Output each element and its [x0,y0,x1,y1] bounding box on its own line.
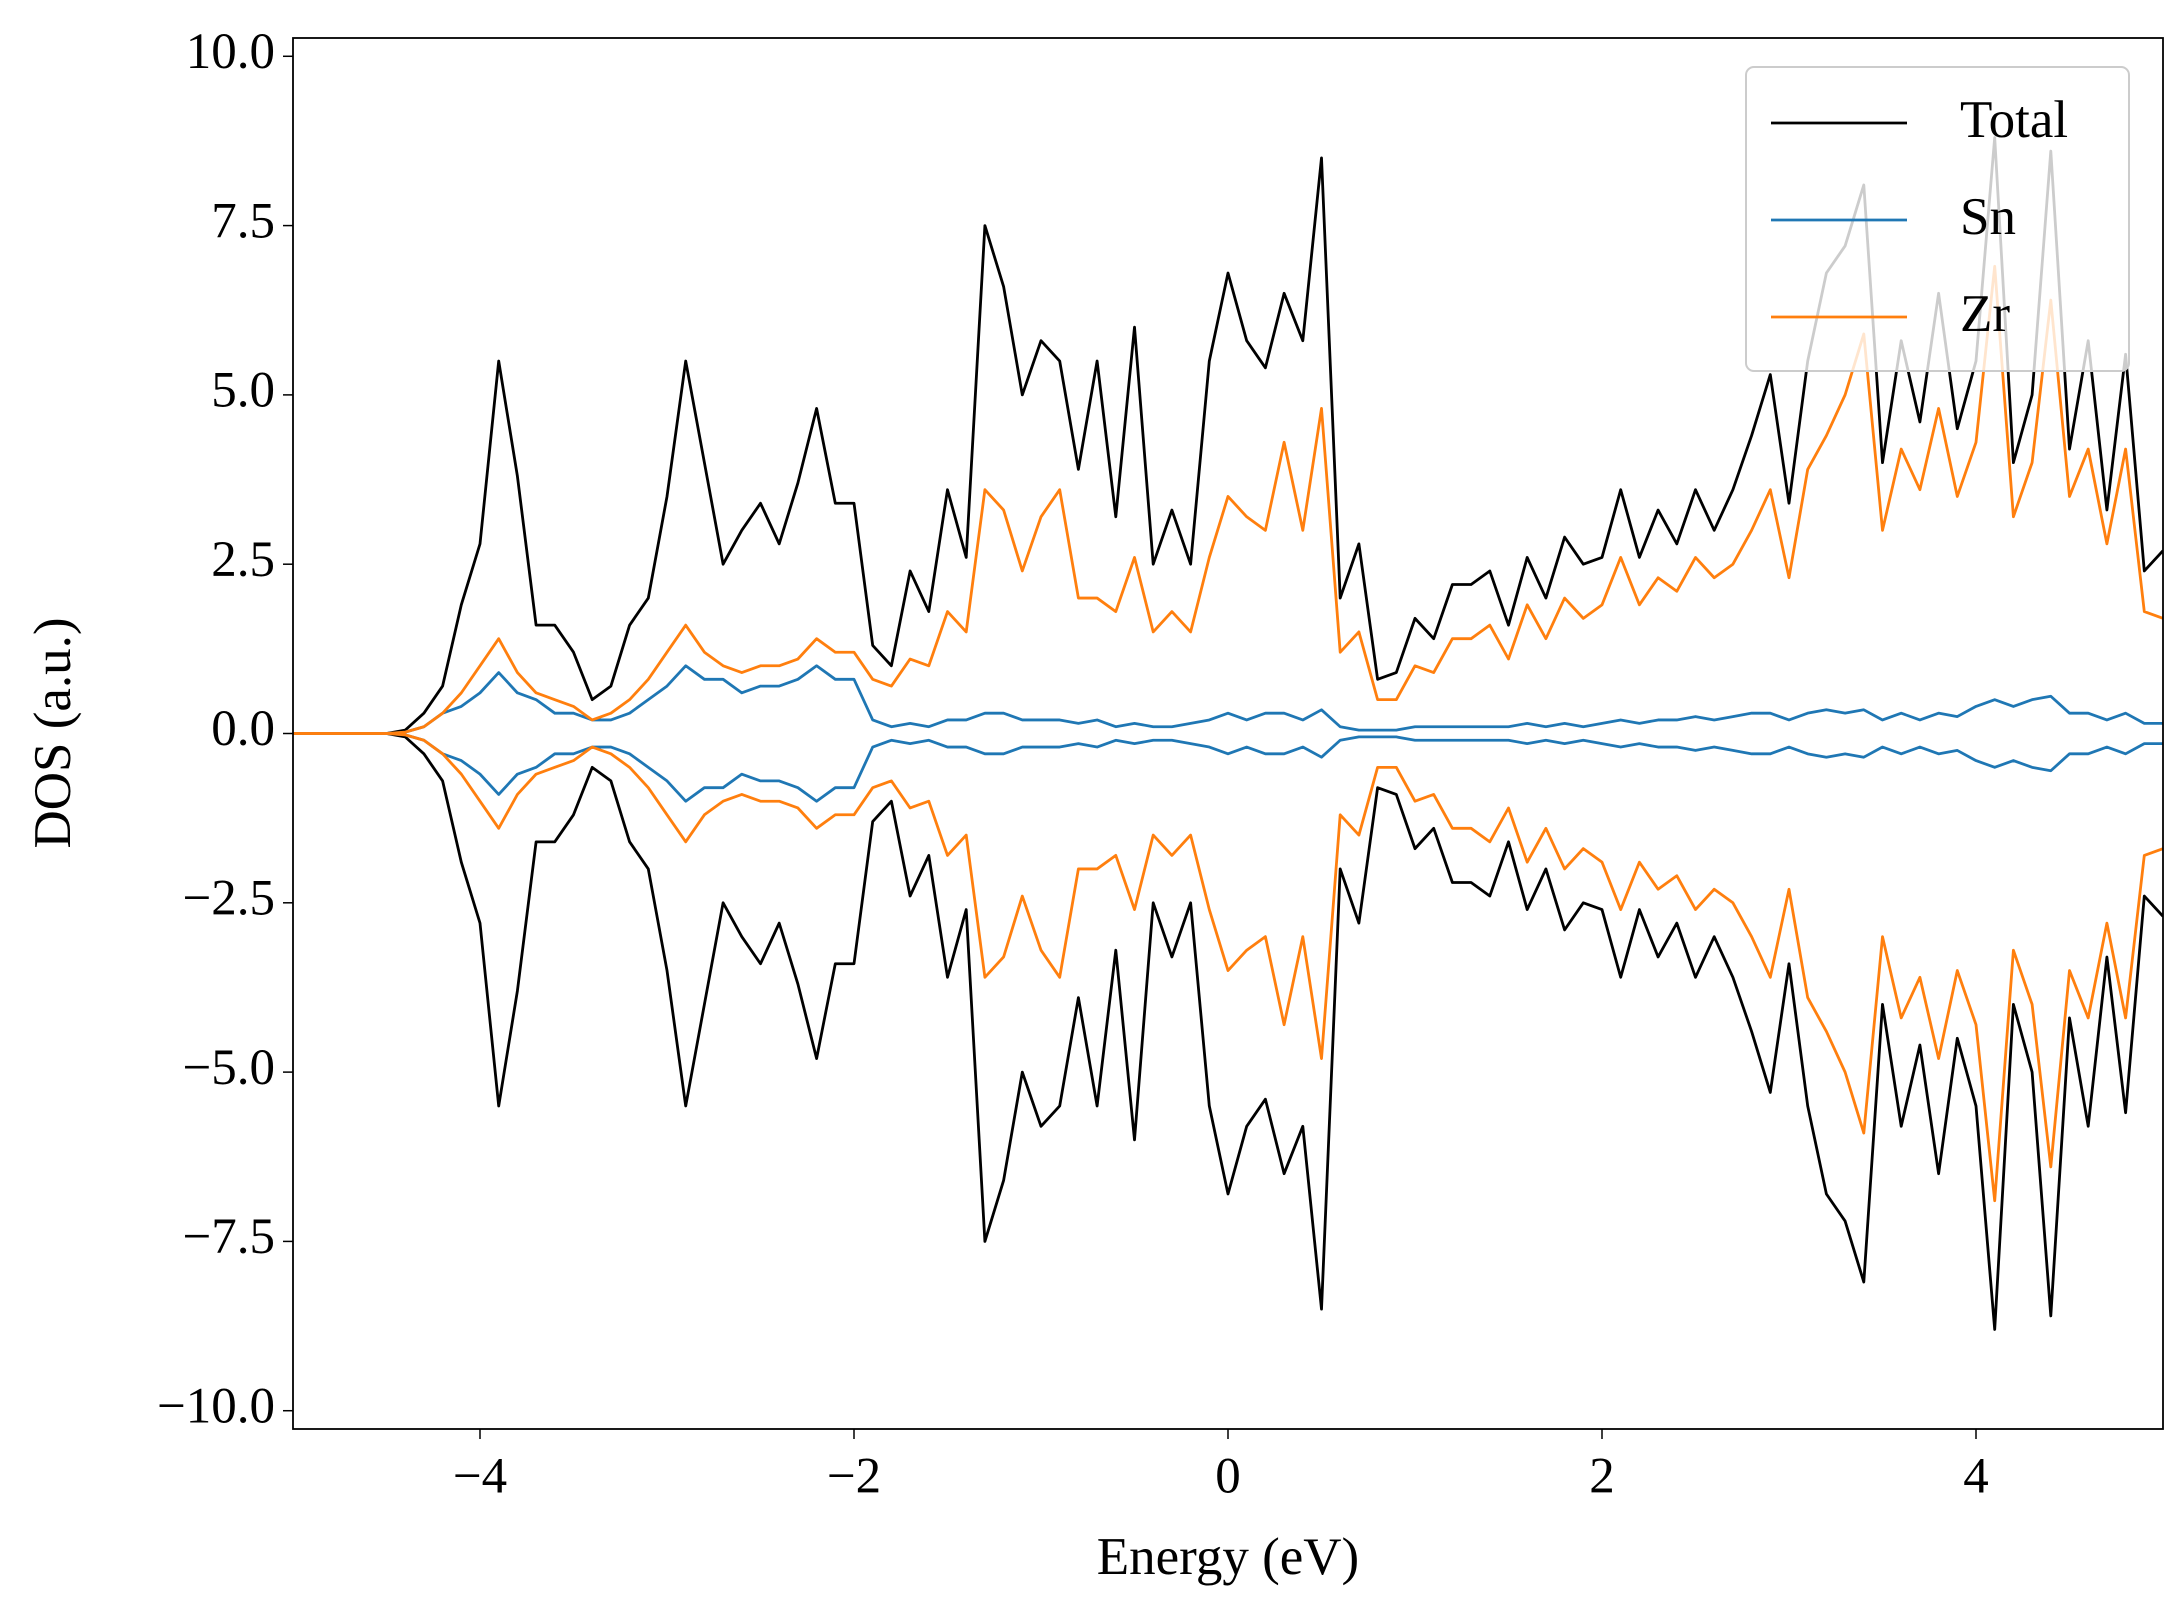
dos-line [293,264,2163,735]
y-tick-label: −7.5 [182,1209,275,1265]
x-tick-label: 2 [1589,1449,1615,1505]
dos-line [293,732,2163,803]
y-tick-label: −5.0 [182,1040,275,1096]
dos-line [293,664,2163,735]
y-tick-label: −10.0 [157,1378,275,1434]
y-tick-label: 7.5 [211,193,275,249]
dos-line [293,732,2163,1331]
legend-label: Zr [1960,285,2010,343]
x-tick-label: −4 [453,1449,507,1505]
legend-frame [1745,66,2130,372]
y-tick-label: −2.5 [182,871,275,927]
y-axis-label: DOS (a.u.) [24,617,82,848]
y-tick-label: 10.0 [186,24,275,80]
y-tick-label: 2.5 [211,532,275,588]
x-tick-label: −2 [827,1449,881,1505]
y-tick-label: 5.0 [211,363,275,419]
legend-label: Sn [1960,188,2016,246]
x-tick-label: 0 [1215,1449,1241,1505]
legend-label: Total [1960,91,2068,149]
axes-frame [292,37,2164,1430]
x-axis-label: Energy (eV) [1097,1528,1359,1586]
x-tick-label: 4 [1963,1449,1989,1505]
y-tick-label: 0.0 [211,701,275,757]
dos-line [293,732,2163,1203]
